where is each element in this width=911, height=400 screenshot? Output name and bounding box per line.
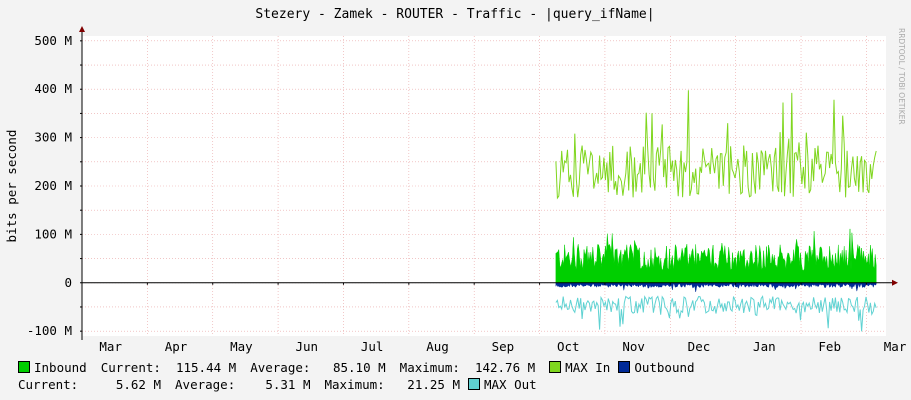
x-tick-label: Sep (492, 339, 515, 354)
y-axis-label: bits per second (4, 130, 19, 243)
x-tick-label: Jun (295, 339, 318, 354)
y-axis-arrow (79, 26, 85, 32)
rrdtool-watermark: RRDTOOL / TOBI OETIKER (897, 28, 906, 125)
outbound-swatch (618, 361, 631, 373)
outbound-maximum-value: 21.25 M (407, 377, 460, 392)
y-tick-label: 300 M (34, 130, 72, 145)
series-layer (555, 90, 877, 332)
y-tick-label: 500 M (34, 33, 72, 48)
x-tick-label: Aug (426, 339, 449, 354)
legend-outbound-label: Outbound (634, 360, 695, 375)
axes (79, 26, 898, 340)
legend-maximum-label: Maximum: (399, 360, 460, 375)
y-tick-label: 0 (64, 275, 72, 290)
x-tick-label: Mar (884, 339, 907, 354)
legend-row-inbound: Inbound Current: 115.44 M Average: 85.10 M… (18, 360, 695, 375)
legend-max-in-label: MAX In (565, 360, 611, 375)
inbound-average-value: 85.10 M (332, 360, 386, 375)
y-tick-label: 400 M (34, 81, 72, 96)
max-out-swatch (467, 378, 480, 390)
legend-max-out-label: MAX Out (483, 377, 537, 392)
outbound-current-value: 5.62 M (115, 377, 162, 392)
chart-title: Stezery - Zamek - ROUTER - Traffic - |qu… (255, 7, 654, 22)
x-tick-label: Apr (165, 339, 188, 354)
x-tick-label: Mar (99, 339, 122, 354)
x-axis-arrow (892, 279, 898, 286)
legend-current-label-2: Current: (18, 377, 79, 392)
x-tick-label: Dec (688, 339, 711, 354)
max-out-line (555, 295, 877, 332)
max-in-swatch (549, 361, 562, 373)
outbound-average-value: 5.31 M (265, 377, 311, 392)
x-tick-label: Feb (818, 339, 841, 354)
y-tick-labels: 500 M 400 M 300 M 200 M 100 M 0 -100 M (27, 33, 72, 338)
legend-row-outbound: Current: 5.62 M Average: 5.31 M Maximum: 2… (18, 377, 537, 392)
x-tick-label: Jul (361, 339, 384, 354)
legend-average-label: Average: (250, 360, 311, 375)
x-tick-label: Jan (753, 339, 776, 354)
y-tick-label: -100 M (27, 323, 72, 338)
y-tick-label: 100 M (34, 226, 72, 241)
legend-inbound-label: Inbound (34, 360, 87, 375)
inbound-swatch (18, 361, 30, 373)
x-tick-label: Oct (557, 339, 580, 354)
legend-average-label-2: Average: (175, 377, 236, 392)
outbound-area (555, 282, 877, 293)
inbound-current-value: 115.44 M (175, 360, 237, 375)
y-tick-label: 200 M (34, 178, 72, 193)
traffic-chart: Stezery - Zamek - ROUTER - Traffic - |qu… (4, 7, 907, 354)
legend-maximum-label-2: Maximum: (324, 377, 385, 392)
x-tick-labels: Mar Apr May Jun Jul Aug Sep Oct Nov Dec Jan Feb Mar (99, 339, 906, 354)
max-in-line (555, 90, 877, 200)
inbound-maximum-value: 142.76 M (474, 360, 536, 375)
x-tick-label: Nov (622, 339, 645, 354)
inbound-area (555, 228, 877, 284)
x-tick-label: May (230, 339, 253, 354)
legend-current-label: Current: (100, 360, 161, 375)
